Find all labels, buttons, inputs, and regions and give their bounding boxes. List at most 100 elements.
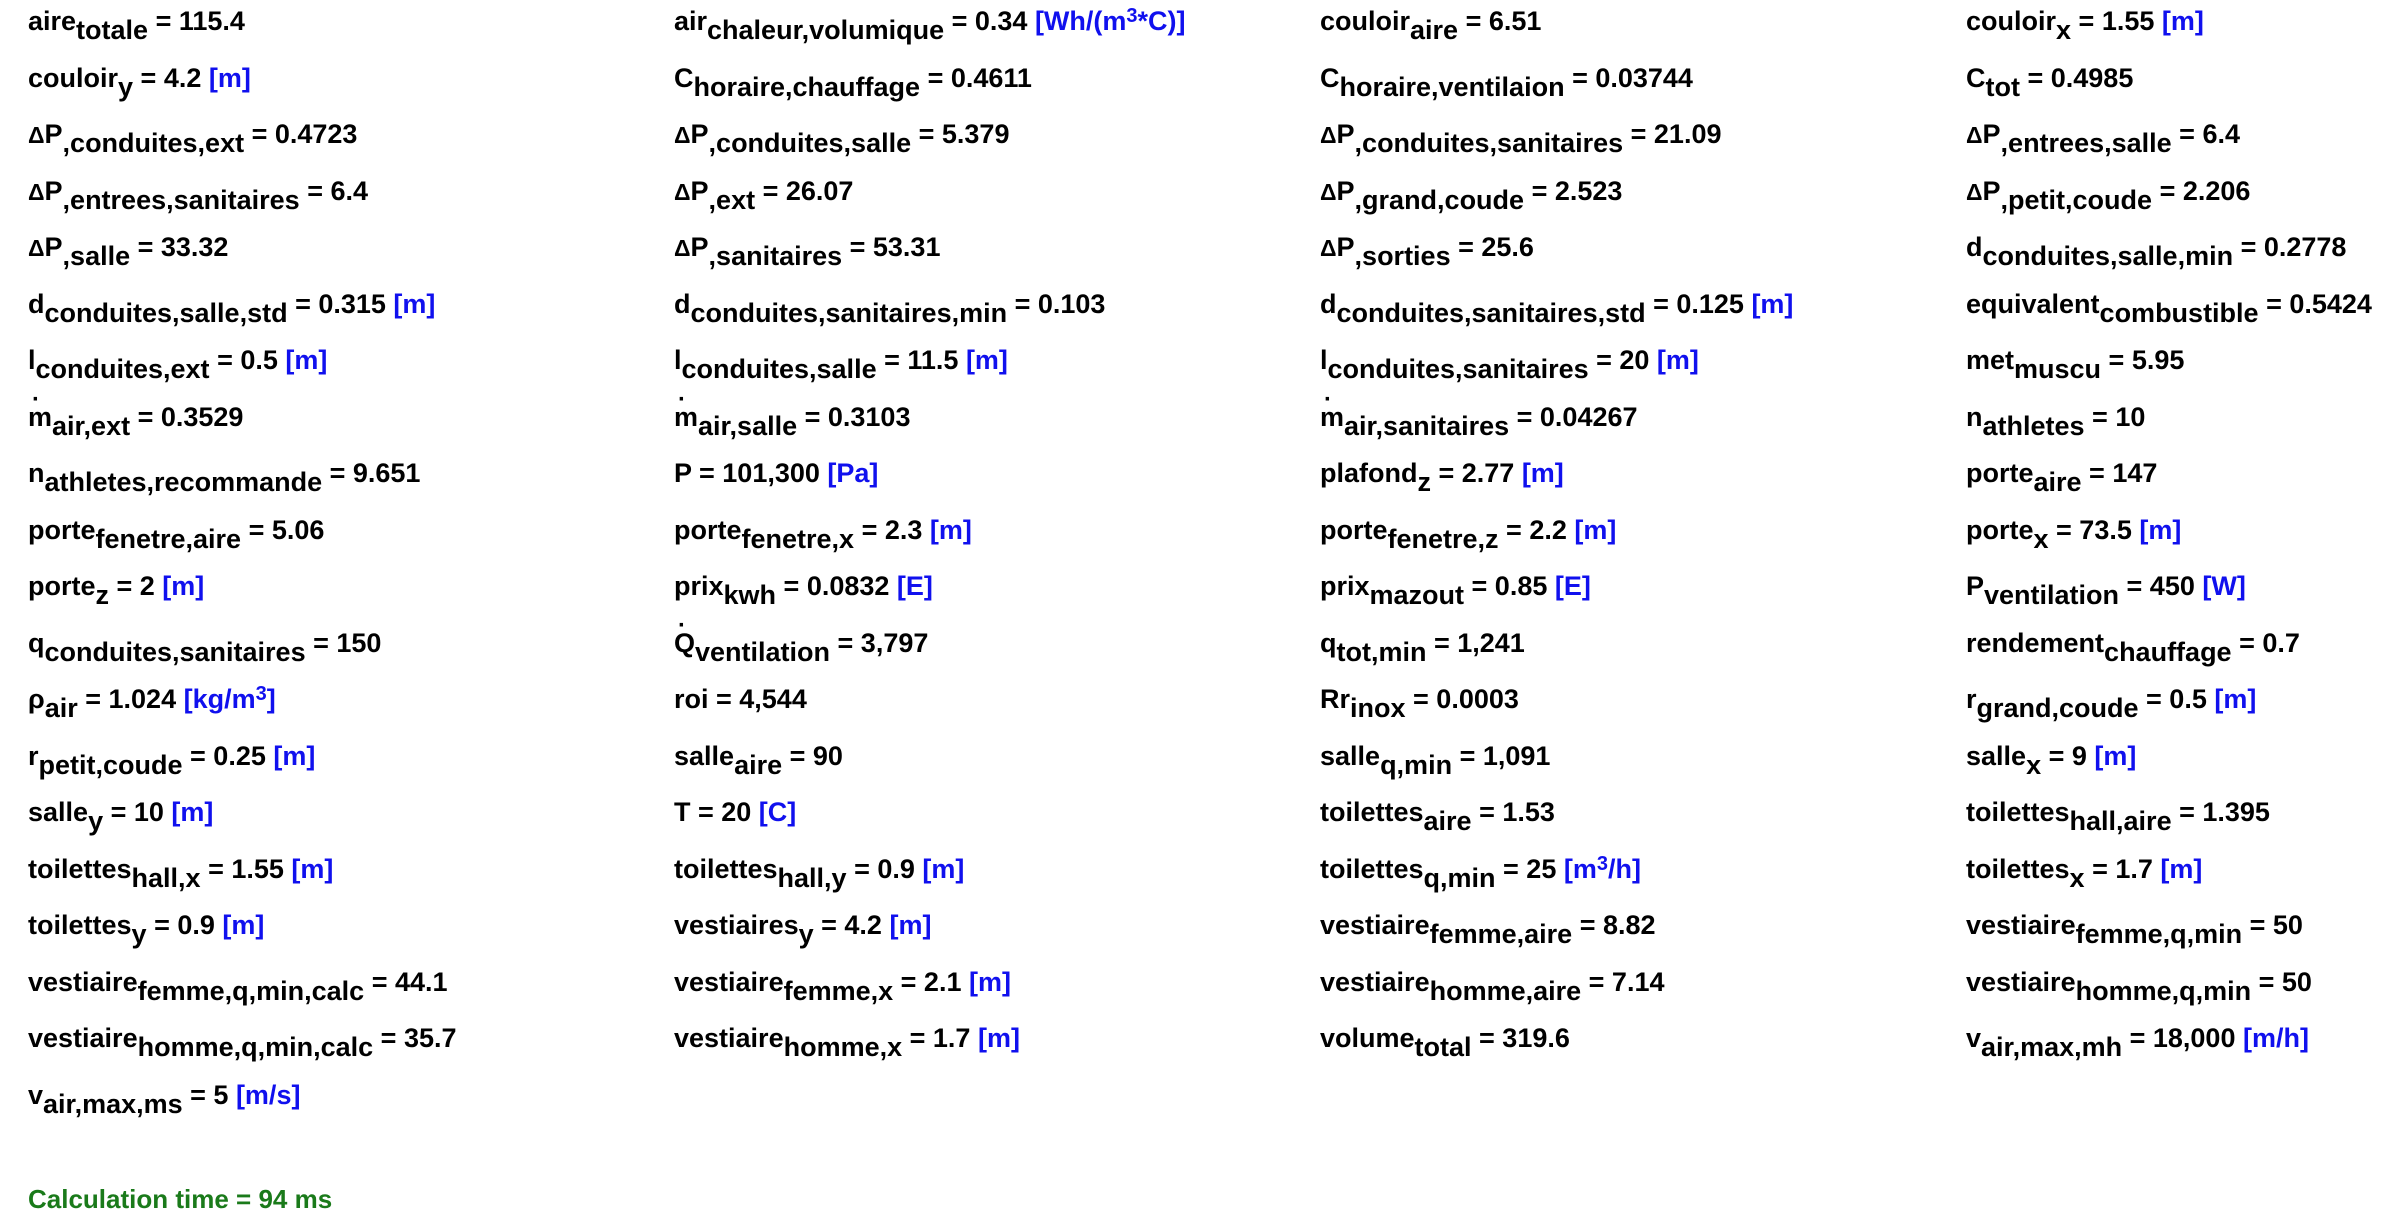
variable-expression: toilettesy = 0.9 [28, 910, 223, 949]
variable-expression: portefenetre,x = 2.3 [674, 514, 930, 554]
variable-expression: P = 101,300 [674, 458, 828, 488]
variable-entry: portefenetre,aire = 5.06 [28, 509, 674, 566]
variable-entry: Qventilation = 3,797 [674, 622, 1320, 679]
variable-expression: mair,sanitaires = 0.04267 [1320, 402, 1638, 439]
variable-expression: salleq,min = 1,091 [1320, 740, 1551, 780]
variable-entry: Pventilation = 450 [W] [1966, 565, 2383, 622]
variable-entry: rendementchauffage = 0.7 [1966, 622, 2383, 679]
variable-expression: toilettesx = 1.7 [1966, 853, 2161, 893]
variable-unit: [m] [1521, 458, 1564, 488]
variable-expression: ρair = 1.024 [28, 684, 184, 723]
variable-unit: [W] [2202, 571, 2246, 601]
variable-unit: [m] [922, 853, 965, 884]
variable-expression: ΔP,grand,coude = 2.523 [1320, 175, 1623, 215]
variable-expression: Choraire,ventilaion = 0.03744 [1320, 62, 1693, 102]
variable-expression: sallex = 9 [1966, 740, 2095, 780]
variable-expression: nathletes = 10 [1966, 401, 2146, 441]
variable-entry: volumetotal = 319.6 [1320, 1017, 1966, 1074]
variable-unit: [m] [2160, 853, 2203, 884]
variable-entry: T = 20 [C] [674, 791, 1320, 848]
variable-expression: qtot,min = 1,241 [1320, 627, 1525, 667]
variable-expression: couloirx = 1.55 [1966, 6, 2162, 45]
variable-expression: portex = 73.5 [1966, 514, 2140, 554]
variable-expression: ΔP,ext = 26.07 [674, 175, 854, 215]
variable-entry: rpetit,coude = 0.25 [m] [28, 735, 674, 792]
variable-entry: ΔP,conduites,ext = 0.4723 [28, 113, 674, 170]
variable-entry: Rrinox = 0.0003 [1320, 678, 1966, 735]
variable-entry: mair,ext = 0.3529 [28, 396, 674, 453]
variable-entry: ΔP,conduites,salle = 5.379 [674, 113, 1320, 170]
variable-expression: mair,ext = 0.3529 [28, 402, 243, 439]
variable-entry: dconduites,sanitaires,std = 0.125 [m] [1320, 283, 1966, 340]
variable-expression: lconduites,sanitaires = 20 [1320, 345, 1657, 384]
variable-unit: [Pa] [827, 458, 879, 488]
variable-unit: [m] [929, 514, 972, 545]
variable-entry: toilettesaire = 1.53 [1320, 791, 1966, 848]
variable-expression: ΔP,sorties = 25.6 [1320, 232, 1534, 271]
variable-expression: prixkwh = 0.0832 [674, 571, 897, 610]
variable-entry: portefenetre,z = 2.2 [m] [1320, 509, 1966, 566]
variable-entry: nathletes = 10 [1966, 396, 2383, 453]
variable-expression: toiletteshall,y = 0.9 [674, 853, 923, 893]
variable-entry: Choraire,chauffage = 0.4611 [674, 57, 1320, 114]
variable-unit: [kg/m3] [183, 683, 276, 714]
variable-expression: toiletteshall,aire = 1.395 [1966, 797, 2270, 836]
variable-unit: [m] [162, 571, 205, 601]
variable-entry: vair,max,mh = 18,000 [m/h] [1966, 1017, 2383, 1074]
variable-unit: [m] [273, 740, 316, 771]
variable-expression: plafondz = 2.77 [1320, 458, 1522, 497]
variable-expression: equivalentcombustible = 0.5424 [1966, 288, 2372, 328]
variable-entry: ρair = 1.024 [kg/m3] [28, 678, 674, 735]
variable-expression: Qventilation = 3,797 [674, 628, 928, 665]
variable-entry: portex = 73.5 [m] [1966, 509, 2383, 566]
variable-entry: prixmazout = 0.85 [E] [1320, 565, 1966, 622]
variable-expression: vestiairesy = 4.2 [674, 910, 890, 949]
variable-expression: toiletteshall,x = 1.55 [28, 853, 292, 893]
variable-expression: vair,max,ms = 5 [28, 1079, 236, 1119]
variable-entry: Choraire,ventilaion = 0.03744 [1320, 57, 1966, 114]
variable-expression: Choraire,chauffage = 0.4611 [674, 62, 1032, 102]
variable-entry: vestiairefemme,x = 2.1 [m] [674, 961, 1320, 1018]
variable-entry: plafondz = 2.77 [m] [1320, 452, 1966, 509]
variable-expression: ΔP,petit,coude = 2.206 [1966, 175, 2251, 215]
variable-entry: qconduites,sanitaires = 150 [28, 622, 674, 679]
variable-expression: T = 20 [674, 797, 759, 827]
variable-entry: vestiairesy = 4.2 [m] [674, 904, 1320, 961]
variable-expression: ΔP,salle = 33.32 [28, 232, 229, 271]
variable-entry: dconduites,sanitaires,min = 0.103 [674, 283, 1320, 340]
variable-entry: toiletteshall,x = 1.55 [m] [28, 848, 674, 905]
variable-expression: volumetotal = 319.6 [1320, 1023, 1570, 1062]
variable-entry: portez = 2 [m] [28, 565, 674, 622]
variable-expression: rpetit,coude = 0.25 [28, 740, 274, 780]
variable-unit: [E] [1554, 571, 1591, 601]
variable-unit: [m] [1656, 345, 1699, 375]
variable-entry: equivalentcombustible = 0.5424 [1966, 283, 2383, 340]
variable-expression: metmuscu = 5.95 [1966, 345, 2185, 384]
variable-entry: ΔP,entrees,salle = 6.4 [1966, 113, 2383, 170]
variable-entry: ΔP,sorties = 25.6 [1320, 226, 1966, 283]
variable-expression: vestiairehomme,q,min = 50 [1966, 966, 2312, 1006]
variable-entry: salley = 10 [m] [28, 791, 674, 848]
variable-expression: Rrinox = 0.0003 [1320, 684, 1519, 723]
variable-entry: vestiairefemme,q,min,calc = 44.1 [28, 961, 674, 1018]
variable-entry: vestiairefemme,q,min = 50 [1966, 904, 2383, 961]
variable-unit: [m] [2161, 6, 2204, 36]
variable-unit: [m] [1751, 288, 1794, 319]
variable-expression: dconduites,salle,std = 0.315 [28, 288, 394, 328]
variable-entry: Ctot = 0.4985 [1966, 57, 2383, 114]
variable-expression: dconduites,sanitaires,std = 0.125 [1320, 288, 1752, 328]
variable-expression: portez = 2 [28, 571, 163, 610]
variable-expression: airetotale = 115.4 [28, 6, 245, 45]
variable-entry: toilettesq,min = 25 [m3/h] [1320, 848, 1966, 905]
variable-expression: couloiry = 4.2 [28, 62, 209, 102]
variable-entry: nathletes,recommande = 9.651 [28, 452, 674, 509]
variable-expression: vestiairefemme,q,min = 50 [1966, 910, 2303, 949]
variable-entry: vestiairehomme,q,min,calc = 35.7 [28, 1017, 674, 1074]
variable-entry: toilettesx = 1.7 [m] [1966, 848, 2383, 905]
variable-entry: qtot,min = 1,241 [1320, 622, 1966, 679]
variable-expression: mair,salle = 0.3103 [674, 402, 910, 439]
variable-expression: rgrand,coude = 0.5 [1966, 684, 2215, 723]
variable-expression: porteaire = 147 [1966, 458, 2158, 497]
variable-entry: salleq,min = 1,091 [1320, 735, 1966, 792]
variable-unit: [C] [758, 797, 797, 827]
